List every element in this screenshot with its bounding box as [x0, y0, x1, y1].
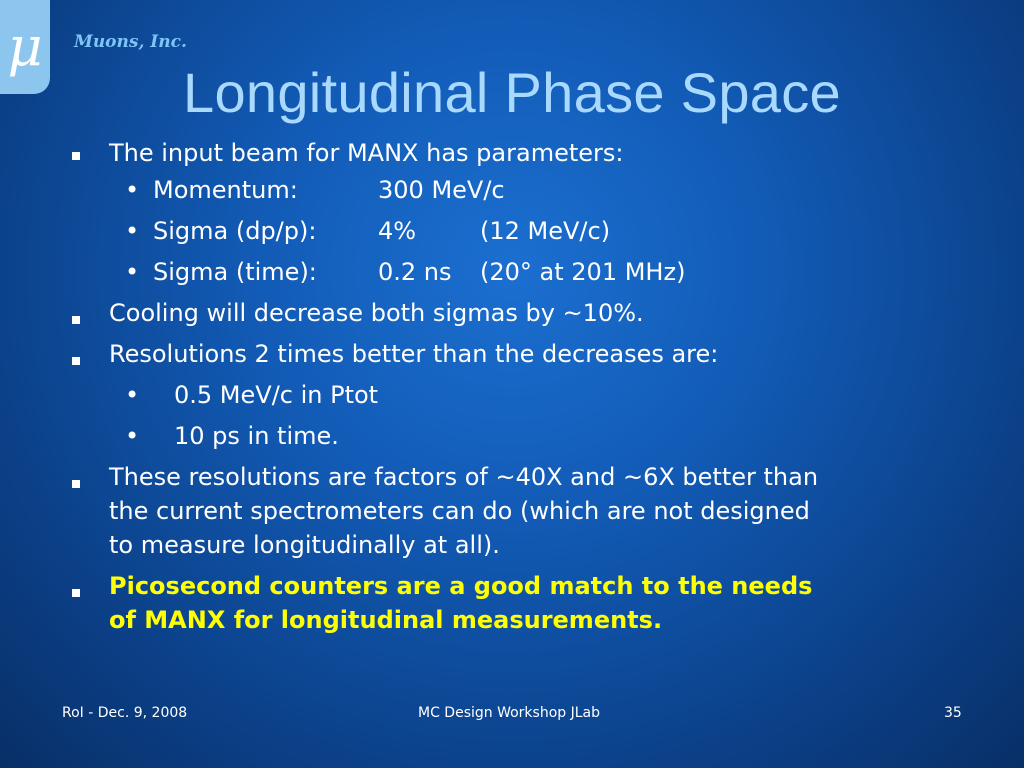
- bullet-square-icon: [72, 316, 80, 324]
- bullet-square-icon: [72, 152, 80, 160]
- slide-title: Longitudinal Phase Space: [183, 61, 841, 124]
- sub-bullet-dot: •: [125, 217, 140, 245]
- sub-bullet-dot: •: [125, 258, 140, 286]
- sub-3-extra: (20° at 201 MHz): [480, 258, 686, 286]
- bullet-1-text: The input beam for MANX has parameters:: [109, 139, 624, 167]
- sub-bullet-dot: •: [125, 176, 140, 204]
- bullet-2-text: Cooling will decrease both sigmas by ~10…: [109, 299, 644, 327]
- bullet-3-text: Resolutions 2 times better than the decr…: [109, 340, 719, 368]
- sub-bullet-dot: •: [125, 422, 140, 450]
- sub-2-extra: (12 MeV/c): [480, 217, 611, 245]
- bullet-square-icon: [72, 589, 80, 597]
- sub-5-text: 10 ps in time.: [174, 422, 339, 450]
- sub-bullet-dot: •: [125, 381, 140, 409]
- sub-3-label: Sigma (time):: [153, 258, 317, 286]
- bullet-4-line-1: These resolutions are factors of ~40X an…: [109, 463, 819, 491]
- sub-1-value: 300 MeV/c: [378, 176, 505, 204]
- footer-event: MC Design Workshop JLab: [418, 705, 601, 721]
- footer-page-number: 35: [944, 705, 962, 721]
- sub-2-label: Sigma (dp/p):: [153, 217, 317, 245]
- sub-1-label: Momentum:: [153, 176, 298, 204]
- sub-2-value: 4%: [378, 217, 417, 245]
- bullet-5-line-2: of MANX for longitudinal measurements.: [109, 606, 663, 634]
- sub-4-text: 0.5 MeV/c in Ptot: [174, 381, 379, 409]
- mu-glyph: μ: [7, 15, 43, 78]
- mu-logo: μ: [0, 0, 50, 94]
- bullet-5-line-1: Picosecond counters are a good match to …: [109, 572, 813, 600]
- sub-3-value: 0.2 ns: [378, 258, 452, 286]
- company-name: Muons, Inc.: [74, 32, 187, 52]
- bullet-4-line-2: the current spectrometers can do (which …: [109, 497, 810, 525]
- bullet-4-line-3: to measure longitudinally at all).: [109, 531, 500, 559]
- bullet-square-icon: [72, 357, 80, 365]
- bullet-square-icon: [72, 480, 80, 488]
- footer-date: RoI - Dec. 9, 2008: [62, 705, 188, 721]
